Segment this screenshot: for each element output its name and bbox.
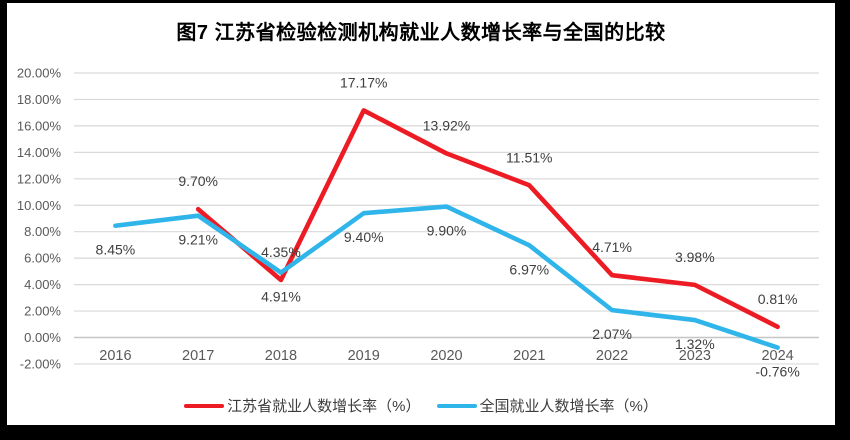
svg-text:2020: 2020 [430,348,462,364]
svg-text:2018: 2018 [265,348,297,364]
svg-text:6.97%: 6.97% [509,261,549,277]
legend-swatch-jiangsu-line [184,403,225,408]
svg-text:-2.00%: -2.00% [20,356,62,371]
svg-text:8.00%: 8.00% [24,224,61,239]
svg-text:10.00%: 10.00% [17,198,62,213]
svg-text:2023: 2023 [679,348,711,364]
legend-swatch-national-line [436,403,477,408]
svg-text:2022: 2022 [596,348,628,364]
svg-text:4.71%: 4.71% [592,239,632,255]
legend-item-national: 全国就业人数增长率（%） [436,395,658,416]
svg-text:4.35%: 4.35% [261,244,301,260]
svg-text:3.98%: 3.98% [675,249,715,265]
svg-text:9.70%: 9.70% [178,173,218,189]
svg-text:0.00%: 0.00% [24,330,61,345]
svg-text:2016: 2016 [99,348,131,364]
chart-title: 图7 江苏省检验检测机构就业人数增长率与全国的比较 [176,22,666,44]
legend-item-jiangsu: 江苏省就业人数增长率（%） [184,395,421,416]
svg-text:8.45%: 8.45% [96,242,136,258]
svg-text:18.00%: 18.00% [17,92,62,107]
svg-text:20.00%: 20.00% [17,66,62,81]
svg-text:4.00%: 4.00% [24,277,61,292]
svg-text:2021: 2021 [513,348,545,364]
svg-text:9.40%: 9.40% [344,229,384,245]
svg-text:2.00%: 2.00% [24,304,61,319]
legend-label-national: 全国就业人数增长率（%） [479,398,658,415]
chart-container: 图7 江苏省检验检测机构就业人数增长率与全国的比较 20.00% 18.00% 16… [7,3,835,425]
svg-text:4.91%: 4.91% [261,289,301,305]
svg-text:13.92%: 13.92% [423,117,470,133]
legend-label-jiangsu: 江苏省就业人数增长率（%） [227,398,421,415]
svg-text:1.32%: 1.32% [675,336,715,352]
svg-text:16.00%: 16.00% [17,118,62,133]
svg-text:2017: 2017 [182,348,214,364]
svg-text:17.17%: 17.17% [340,74,387,90]
line-chart: 20.00% 18.00% 16.00% 14.00% 12.00% 10.00% 8.00… [17,66,819,380]
svg-text:14.00%: 14.00% [17,145,62,160]
svg-text:-0.76%: -0.76% [755,364,799,380]
svg-text:12.00%: 12.00% [17,171,62,186]
svg-text:2.07%: 2.07% [592,326,632,342]
svg-text:6.00%: 6.00% [24,251,61,266]
svg-text:0.81%: 0.81% [758,291,798,307]
svg-text:9.90%: 9.90% [427,223,467,239]
svg-text:2024: 2024 [761,348,793,364]
svg-text:9.21%: 9.21% [178,232,218,248]
svg-text:2019: 2019 [348,348,380,364]
svg-text:11.51%: 11.51% [506,149,552,165]
chart-legend: 江苏省就业人数增长率（%） 全国就业人数增长率（%） [7,395,835,416]
